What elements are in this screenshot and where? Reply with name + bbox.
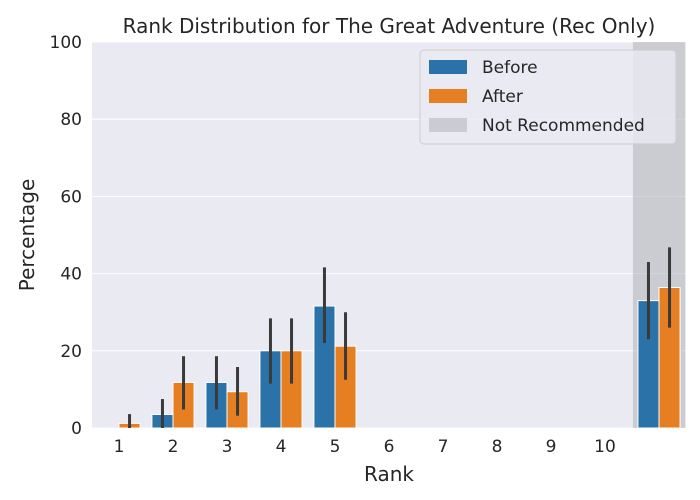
x-tick-label: 7 [438,437,449,457]
legend-label-not-recommended: Not Recommended [482,116,645,136]
x-tick-label: 5 [330,437,341,457]
x-axis-title: Rank [364,462,414,486]
x-tick-label: 4 [276,437,287,457]
chart-title: Rank Distribution for The Great Adventur… [123,14,656,38]
y-tick-label: 20 [60,342,82,362]
y-tick-label: 100 [50,33,82,53]
x-tick-label: 8 [492,437,503,457]
x-tick-label: 9 [546,437,557,457]
x-tick-label: 6 [384,437,395,457]
legend: Before After Not Recommended [419,49,677,145]
y-tick-label: 40 [60,265,82,285]
y-tick-label: 60 [60,187,82,207]
x-tick-label: 10 [594,437,616,457]
legend-label-before: Before [482,58,538,78]
x-tick-label: 3 [222,437,233,457]
x-tick-label: 2 [168,437,179,457]
legend-swatch-not-recommended [429,118,467,132]
tick-labels: 0 20 40 60 80 100 1 2 3 4 5 6 7 8 9 10 [50,33,616,457]
legend-swatch-after [429,89,467,103]
error-bars [128,247,672,428]
legend-label-after: After [482,87,523,107]
y-tick-label: 0 [71,419,82,439]
legend-box [419,49,677,145]
legend-swatch-before [429,60,467,74]
y-axis-title: Percentage [15,179,39,292]
y-tick-label: 80 [60,110,82,130]
x-tick-label: 1 [114,437,125,457]
